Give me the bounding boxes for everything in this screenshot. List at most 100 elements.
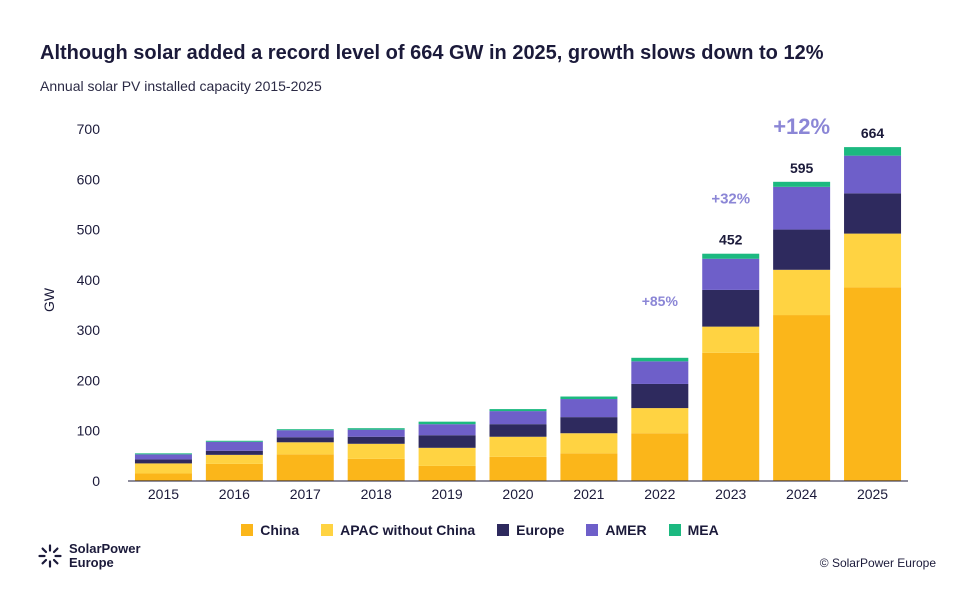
- bar-segment-amer-2019: [418, 424, 476, 436]
- chart-legend: China APAC without China Europe AMER MEA: [0, 522, 960, 538]
- bar-segment-amer-2015: [134, 454, 192, 460]
- bar-segment-amer-2025: [844, 155, 902, 194]
- bar-segment-china-2023: [702, 352, 760, 481]
- bar-segment-apac-without-china-2020: [489, 436, 547, 457]
- y-tick-label: 200: [77, 372, 101, 388]
- x-tick-label: 2023: [715, 486, 746, 502]
- bar-segment-mea-2021: [560, 396, 618, 400]
- legend-swatch: [497, 524, 510, 536]
- bar-segment-europe-2023: [702, 289, 760, 327]
- legend-item-mea: MEA: [668, 522, 719, 538]
- bar-segment-amer-2018: [347, 429, 405, 437]
- legend-item-china: China: [241, 522, 299, 538]
- x-tick-label: 2019: [432, 486, 463, 502]
- bar-segment-apac-without-china-2024: [773, 269, 831, 316]
- solarpower-europe-logo: SolarPower Europe: [38, 542, 141, 570]
- bar-segment-apac-without-china-2021: [560, 433, 618, 454]
- sun-logo-icon: [38, 544, 62, 568]
- legend-label: Europe: [516, 522, 565, 538]
- x-tick-label: 2025: [857, 486, 888, 502]
- bar-segment-europe-2022: [631, 383, 689, 409]
- y-tick-label: 600: [77, 171, 101, 187]
- bar-segment-apac-without-china-2017: [276, 442, 334, 455]
- bar-segment-amer-2024: [773, 186, 831, 230]
- bar-total-label: 452: [719, 232, 743, 248]
- bar-segment-mea-2020: [489, 409, 547, 412]
- logo-line-2: Europe: [69, 555, 114, 570]
- x-tick-label: 2017: [290, 486, 321, 502]
- bar-segment-china-2021: [560, 453, 618, 481]
- bar-segment-mea-2019: [418, 421, 476, 425]
- legend-label: China: [260, 522, 300, 538]
- bar-segment-apac-without-china-2023: [702, 326, 760, 353]
- bar-segment-amer-2016: [205, 441, 263, 451]
- bar-segment-mea-2018: [347, 428, 405, 430]
- bar-segment-apac-without-china-2016: [205, 454, 263, 464]
- legend-swatch: [321, 524, 334, 536]
- bar-segment-china-2024: [773, 315, 831, 481]
- bar-segment-europe-2025: [844, 193, 902, 234]
- x-tick-label: 2015: [148, 486, 179, 502]
- legend-item-apac-without-china: APAC without China: [321, 522, 475, 538]
- legend-label: MEA: [687, 522, 719, 538]
- bar-segment-china-2016: [205, 463, 263, 481]
- bar-segment-europe-2020: [489, 424, 547, 437]
- legend-swatch: [586, 524, 599, 536]
- bar-segment-apac-without-china-2022: [631, 408, 689, 434]
- bar-segment-europe-2016: [205, 450, 263, 455]
- bar-segment-europe-2017: [276, 437, 334, 443]
- y-tick-label: 400: [77, 272, 101, 288]
- bar-segment-mea-2015: [134, 453, 192, 455]
- bar-segment-china-2018: [347, 458, 405, 481]
- bar-segment-amer-2023: [702, 258, 760, 290]
- growth-annotation: +85%: [642, 293, 679, 309]
- bar-segment-europe-2024: [773, 229, 831, 270]
- x-tick-label: 2016: [219, 486, 250, 502]
- bar-segment-amer-2021: [560, 399, 618, 418]
- bar-segment-mea-2024: [773, 181, 831, 187]
- bar-segment-europe-2021: [560, 417, 618, 434]
- legend-swatch: [668, 524, 681, 536]
- legend-swatch: [241, 524, 254, 536]
- bar-segment-china-2019: [418, 465, 476, 481]
- bar-segment-mea-2025: [844, 147, 902, 156]
- copyright-notice: © SolarPower Europe: [819, 556, 936, 570]
- bar-segment-china-2020: [489, 456, 547, 481]
- y-tick-label: 0: [92, 473, 100, 489]
- bar-segment-apac-without-china-2025: [844, 233, 902, 288]
- bar-segment-amer-2022: [631, 361, 689, 384]
- legend-item-europe: Europe: [497, 522, 564, 538]
- y-axis-label: GW: [41, 287, 57, 312]
- bar-segment-apac-without-china-2019: [418, 447, 476, 466]
- bar-segment-china-2022: [631, 433, 689, 481]
- y-tick-label: 300: [77, 322, 101, 338]
- legend-label: AMER: [605, 522, 647, 538]
- bar-segment-europe-2015: [134, 459, 192, 464]
- x-tick-label: 2020: [502, 486, 533, 502]
- bar-segment-amer-2020: [489, 411, 547, 425]
- bar-segment-mea-2023: [702, 253, 760, 259]
- y-tick-label: 500: [77, 222, 101, 238]
- bar-segment-europe-2019: [418, 435, 476, 448]
- legend-label: APAC without China: [340, 522, 476, 538]
- bar-segment-europe-2018: [347, 436, 405, 444]
- legend-item-amer: AMER: [586, 522, 647, 538]
- bar-segment-mea-2017: [276, 429, 334, 431]
- bar-segment-mea-2016: [205, 440, 263, 442]
- growth-annotation: +12%: [773, 114, 830, 139]
- chart-title: Although solar added a record level of 6…: [40, 42, 824, 64]
- bar-segment-apac-without-china-2018: [347, 443, 405, 459]
- bar-segment-china-2015: [134, 473, 192, 481]
- y-tick-label: 700: [77, 121, 101, 137]
- growth-annotation: +32%: [711, 191, 750, 208]
- bar-segment-china-2017: [276, 454, 334, 481]
- bar-total-label: 595: [790, 160, 814, 176]
- bar-segment-mea-2022: [631, 357, 689, 362]
- bar-segment-apac-without-china-2015: [134, 463, 192, 474]
- y-tick-label: 100: [77, 423, 101, 439]
- chart-subtitle: Annual solar PV installed capacity 2015-…: [40, 78, 322, 94]
- bar-segment-china-2025: [844, 287, 902, 481]
- logo-line-1: SolarPower: [69, 541, 141, 556]
- bar-total-label: 664: [861, 125, 885, 141]
